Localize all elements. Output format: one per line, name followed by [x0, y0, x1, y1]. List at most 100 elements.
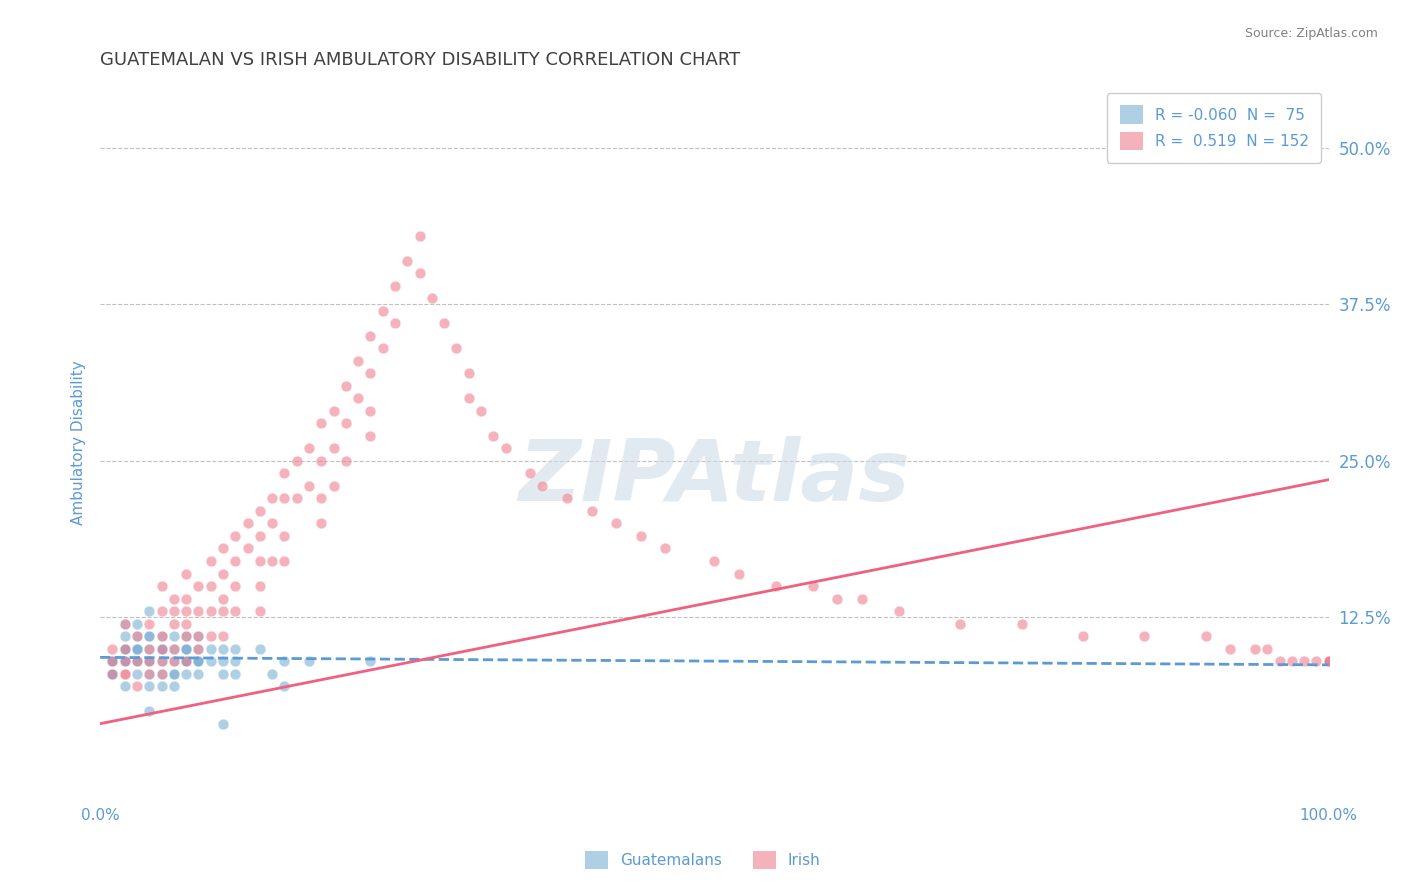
Y-axis label: Ambulatory Disability: Ambulatory Disability	[72, 359, 86, 524]
Point	[138, 654, 160, 668]
Point	[249, 604, 271, 618]
Point	[531, 479, 554, 493]
Point	[174, 654, 197, 668]
Point	[212, 604, 235, 618]
Point	[249, 529, 271, 543]
Point	[322, 479, 344, 493]
Point	[262, 491, 284, 506]
Point	[150, 641, 173, 656]
Point	[1317, 654, 1340, 668]
Point	[150, 654, 173, 668]
Point	[174, 629, 197, 643]
Point	[273, 467, 295, 481]
Point	[200, 629, 222, 643]
Point	[174, 629, 197, 643]
Point	[249, 579, 271, 593]
Point	[1317, 654, 1340, 668]
Point	[322, 404, 344, 418]
Point	[495, 442, 517, 456]
Point	[384, 278, 406, 293]
Point	[163, 654, 186, 668]
Point	[138, 666, 160, 681]
Point	[174, 591, 197, 606]
Point	[273, 654, 295, 668]
Point	[224, 654, 246, 668]
Point	[174, 641, 197, 656]
Point	[200, 604, 222, 618]
Point	[1317, 654, 1340, 668]
Point	[224, 604, 246, 618]
Point	[125, 654, 148, 668]
Point	[174, 604, 197, 618]
Point	[125, 641, 148, 656]
Point	[138, 641, 160, 656]
Point	[114, 629, 136, 643]
Point	[212, 666, 235, 681]
Point	[1317, 654, 1340, 668]
Point	[187, 641, 209, 656]
Point	[371, 303, 394, 318]
Point	[101, 654, 124, 668]
Point	[249, 504, 271, 518]
Point	[581, 504, 603, 518]
Point	[212, 629, 235, 643]
Point	[163, 591, 186, 606]
Point	[163, 641, 186, 656]
Point	[125, 666, 148, 681]
Point	[114, 616, 136, 631]
Point	[224, 641, 246, 656]
Point	[101, 666, 124, 681]
Point	[298, 654, 321, 668]
Point	[298, 442, 321, 456]
Point	[801, 579, 824, 593]
Point	[322, 442, 344, 456]
Point	[101, 666, 124, 681]
Point	[150, 604, 173, 618]
Point	[187, 654, 209, 668]
Point	[125, 629, 148, 643]
Point	[114, 641, 136, 656]
Point	[114, 641, 136, 656]
Text: ZIPAtlas: ZIPAtlas	[519, 436, 910, 519]
Point	[1219, 641, 1241, 656]
Point	[174, 654, 197, 668]
Point	[273, 679, 295, 693]
Point	[1256, 641, 1278, 656]
Point	[262, 554, 284, 568]
Point	[174, 641, 197, 656]
Point	[212, 641, 235, 656]
Point	[187, 629, 209, 643]
Point	[101, 641, 124, 656]
Legend: Guatemalans, Irish: Guatemalans, Irish	[579, 845, 827, 875]
Legend: R = -0.060  N =  75, R =  0.519  N = 152: R = -0.060 N = 75, R = 0.519 N = 152	[1108, 93, 1322, 162]
Point	[212, 541, 235, 556]
Point	[150, 666, 173, 681]
Point	[163, 629, 186, 643]
Point	[174, 616, 197, 631]
Point	[150, 579, 173, 593]
Point	[187, 579, 209, 593]
Point	[174, 641, 197, 656]
Point	[1011, 616, 1033, 631]
Point	[262, 516, 284, 531]
Point	[1317, 654, 1340, 668]
Point	[359, 328, 381, 343]
Point	[224, 666, 246, 681]
Point	[187, 641, 209, 656]
Point	[138, 666, 160, 681]
Point	[1317, 654, 1340, 668]
Point	[359, 404, 381, 418]
Point	[249, 641, 271, 656]
Point	[335, 454, 357, 468]
Point	[101, 654, 124, 668]
Point	[359, 367, 381, 381]
Point	[138, 704, 160, 718]
Point	[371, 341, 394, 355]
Point	[138, 654, 160, 668]
Point	[420, 291, 443, 305]
Point	[125, 641, 148, 656]
Point	[630, 529, 652, 543]
Point	[224, 579, 246, 593]
Point	[224, 554, 246, 568]
Point	[114, 654, 136, 668]
